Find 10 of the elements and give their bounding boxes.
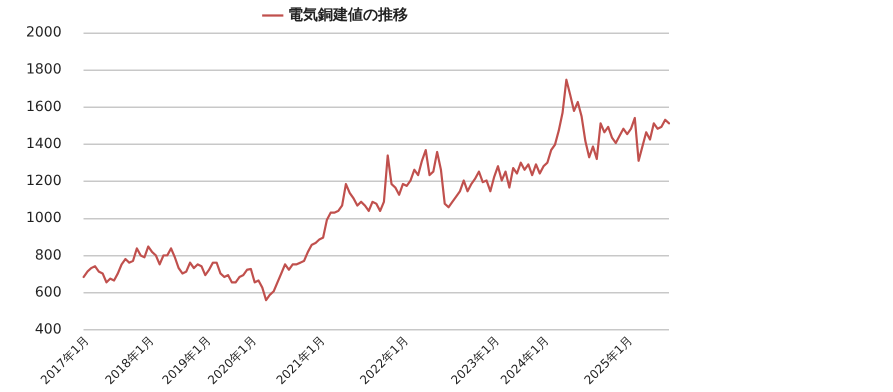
y-tick-label: 800 <box>34 247 62 264</box>
y-tick-label: 600 <box>34 284 62 300</box>
y-tick-label: 2000 <box>26 24 62 41</box>
y-tick-label: 1800 <box>26 62 62 78</box>
y-tick-label: 1600 <box>26 98 62 115</box>
y-tick-label: 1400 <box>26 136 62 152</box>
y-tick-label: 1200 <box>26 173 62 190</box>
legend-label: 電気銅建値の推移 <box>288 5 408 24</box>
y-tick-label: 400 <box>34 321 62 338</box>
y-tick-label: 1000 <box>26 210 62 226</box>
